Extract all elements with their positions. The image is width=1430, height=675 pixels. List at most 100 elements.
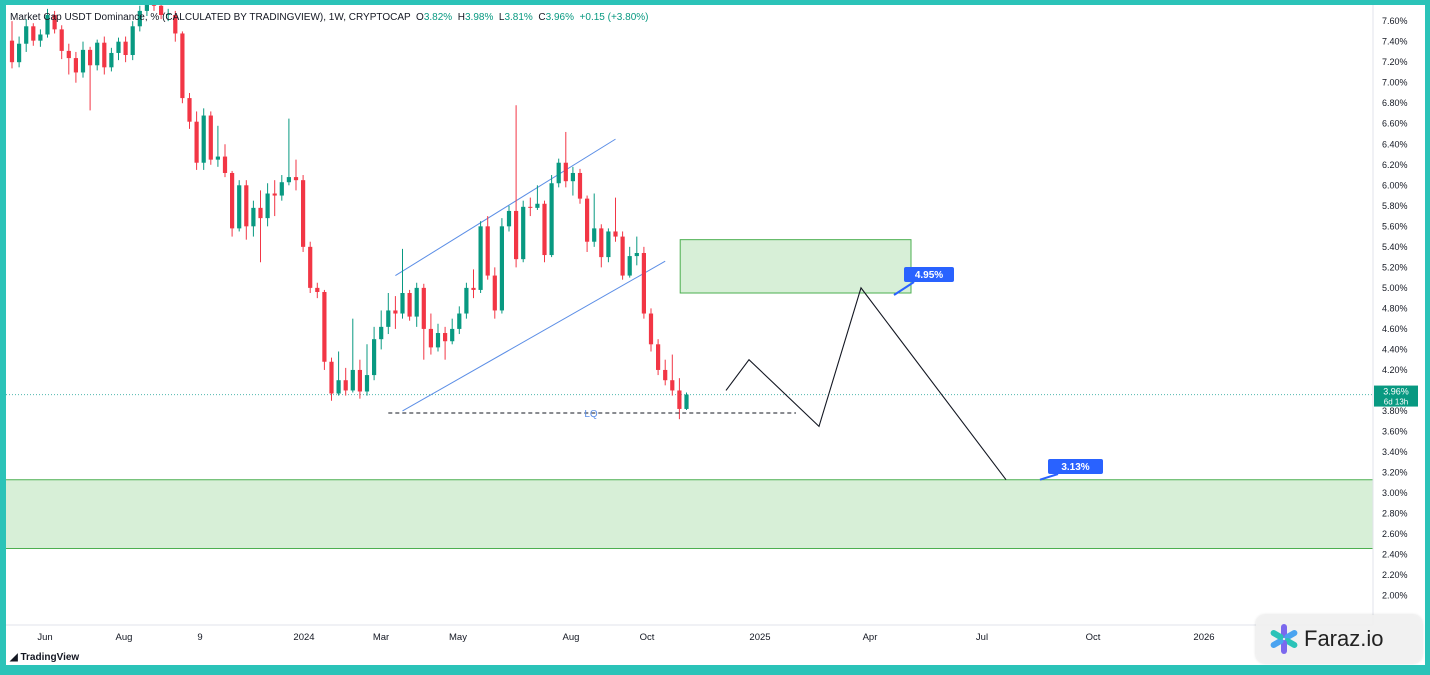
candle[interactable] [485, 216, 490, 280]
candle[interactable] [144, 5, 149, 17]
candle[interactable] [95, 39, 100, 71]
candle[interactable] [187, 92, 192, 129]
candle[interactable] [66, 43, 71, 75]
candle[interactable] [528, 197, 533, 217]
candle[interactable] [308, 241, 313, 294]
candle[interactable] [450, 318, 455, 345]
candle[interactable] [88, 46, 93, 111]
candle[interactable] [265, 183, 270, 227]
candle[interactable] [322, 289, 327, 370]
candle[interactable] [336, 351, 341, 396]
candle[interactable] [677, 378, 682, 420]
candle[interactable] [599, 224, 604, 268]
candle[interactable] [592, 193, 597, 247]
candle[interactable] [52, 10, 57, 34]
candle[interactable] [684, 392, 689, 410]
candle[interactable] [585, 195, 590, 252]
candle[interactable] [663, 359, 668, 386]
candle[interactable] [279, 175, 284, 201]
candle[interactable] [514, 105, 519, 268]
candle[interactable] [471, 269, 476, 299]
candle[interactable] [379, 310, 384, 350]
candle[interactable] [301, 175, 306, 252]
candle[interactable] [648, 308, 654, 352]
candle[interactable] [372, 326, 377, 381]
candle[interactable] [9, 21, 15, 69]
candle[interactable] [130, 21, 135, 61]
candle[interactable] [563, 131, 568, 188]
candle[interactable] [478, 221, 483, 294]
candle[interactable] [293, 159, 299, 191]
candle[interactable] [222, 144, 228, 178]
candle[interactable] [116, 37, 121, 61]
candle[interactable] [73, 51, 78, 83]
candle[interactable] [393, 296, 398, 329]
close-value: 3.96% [545, 12, 574, 23]
candle[interactable] [542, 200, 547, 263]
candle[interactable] [521, 200, 526, 263]
candle[interactable] [414, 282, 419, 327]
candle[interactable] [208, 111, 213, 165]
candle[interactable] [350, 318, 355, 393]
candle[interactable] [428, 313, 433, 355]
candle[interactable] [123, 36, 128, 63]
candle[interactable] [464, 282, 469, 319]
candle[interactable] [194, 111, 199, 170]
candle[interactable] [343, 367, 348, 396]
price-chart[interactable]: LQ 4.95% 3.13% 7.60% 7.40% 7.20% 7.00% 6.80% 6.… [6, 5, 1425, 665]
candle[interactable] [137, 5, 142, 32]
candle[interactable] [492, 267, 497, 319]
candle[interactable] [364, 344, 370, 396]
candle[interactable] [656, 339, 661, 376]
candle[interactable] [272, 180, 277, 217]
candle[interactable] [577, 168, 583, 204]
candle[interactable] [286, 118, 291, 186]
candle-body [421, 287, 426, 329]
candle[interactable] [357, 359, 362, 399]
candle[interactable] [59, 25, 64, 60]
candle[interactable] [329, 357, 334, 401]
candle[interactable] [506, 205, 512, 232]
candle[interactable] [244, 180, 249, 240]
candle[interactable] [386, 293, 391, 335]
candle[interactable] [17, 36, 22, 68]
candle[interactable] [400, 248, 405, 319]
candle[interactable] [159, 5, 164, 20]
candle[interactable] [315, 282, 320, 299]
candle[interactable] [443, 326, 448, 360]
candle[interactable] [24, 19, 29, 52]
candle[interactable] [230, 170, 235, 237]
candle[interactable] [570, 166, 575, 196]
candle[interactable] [173, 10, 178, 42]
candle[interactable] [45, 8, 50, 38]
candle[interactable] [215, 125, 220, 167]
candle[interactable] [613, 197, 618, 242]
candle[interactable] [237, 180, 242, 232]
candle[interactable] [670, 354, 675, 396]
candle[interactable] [435, 323, 441, 352]
tradingview-logo[interactable]: ◢ TradingView [10, 652, 79, 663]
candle[interactable] [151, 5, 157, 11]
candle[interactable] [457, 306, 462, 335]
candle[interactable] [556, 158, 561, 188]
candle[interactable] [102, 36, 107, 75]
candle[interactable] [407, 289, 412, 321]
candle[interactable] [499, 218, 504, 314]
candle[interactable] [201, 108, 206, 170]
candle[interactable] [620, 231, 625, 280]
candle[interactable] [606, 228, 611, 263]
candle[interactable] [634, 236, 639, 266]
candle[interactable] [535, 185, 540, 210]
candle[interactable] [627, 246, 632, 278]
candle[interactable] [258, 190, 263, 263]
candle[interactable] [421, 283, 426, 360]
candle[interactable] [549, 175, 554, 258]
candle[interactable] [166, 8, 171, 22]
candle[interactable] [251, 200, 256, 237]
candle[interactable] [641, 246, 646, 319]
candle[interactable] [31, 23, 36, 46]
candle[interactable] [109, 47, 114, 72]
candle[interactable] [38, 29, 43, 47]
candle[interactable] [180, 31, 185, 104]
candle[interactable] [80, 41, 86, 78]
